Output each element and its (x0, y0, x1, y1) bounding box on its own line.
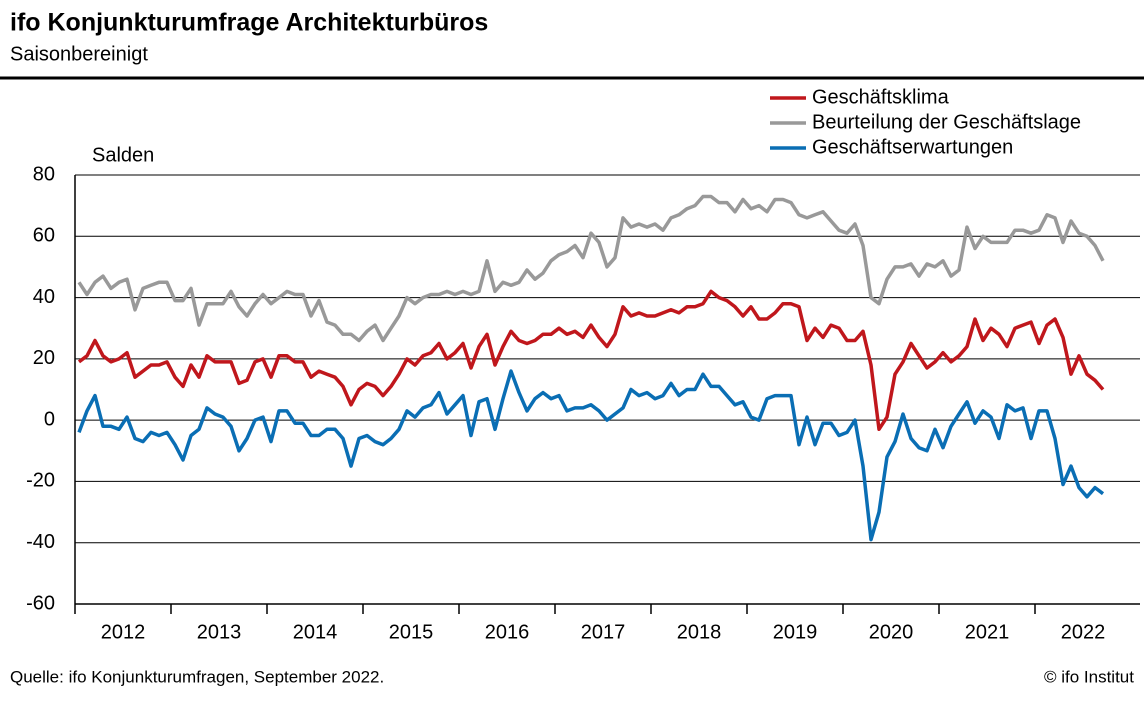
legend-label: Geschäftserwartungen (812, 136, 1013, 158)
x-tick-label: 2019 (773, 621, 818, 643)
y-tick-label: 60 (33, 225, 55, 247)
x-tick-label: 2012 (101, 621, 146, 643)
y-tick-label: -60 (26, 592, 55, 614)
y-tick-label: 0 (44, 408, 55, 430)
chart-subtitle: Saisonbereinigt (10, 43, 148, 65)
x-tick-label: 2013 (197, 621, 242, 643)
y-tick-label: -20 (26, 470, 55, 492)
series-line (77, 369, 1105, 542)
series-line (77, 194, 1105, 343)
y-tick-label: 80 (33, 163, 55, 185)
x-tick-label: 2020 (869, 621, 914, 643)
legend-label: Beurteilung der Geschäftslage (812, 111, 1081, 133)
x-tick-label: 2014 (293, 621, 338, 643)
x-tick-label: 2022 (1061, 621, 1106, 643)
source-note: Quelle: ifo Konjunkturumfragen, Septembe… (10, 667, 384, 686)
legend-label: Geschäftsklima (812, 86, 950, 108)
chart-title: ifo Konjunkturumfrage Architekturbüros (10, 9, 488, 37)
x-tick-label: 2017 (581, 621, 626, 643)
copyright: © ifo Institut (1044, 667, 1134, 686)
series-line (77, 289, 1105, 432)
y-tick-label: 20 (33, 347, 55, 369)
y-tick-label: 40 (33, 286, 55, 308)
x-tick-label: 2018 (677, 621, 722, 643)
x-tick-label: 2015 (389, 621, 434, 643)
x-tick-label: 2016 (485, 621, 530, 643)
x-tick-label: 2021 (965, 621, 1010, 643)
y-tick-label: -40 (26, 531, 55, 553)
y-axis-label: Salden (92, 144, 154, 166)
